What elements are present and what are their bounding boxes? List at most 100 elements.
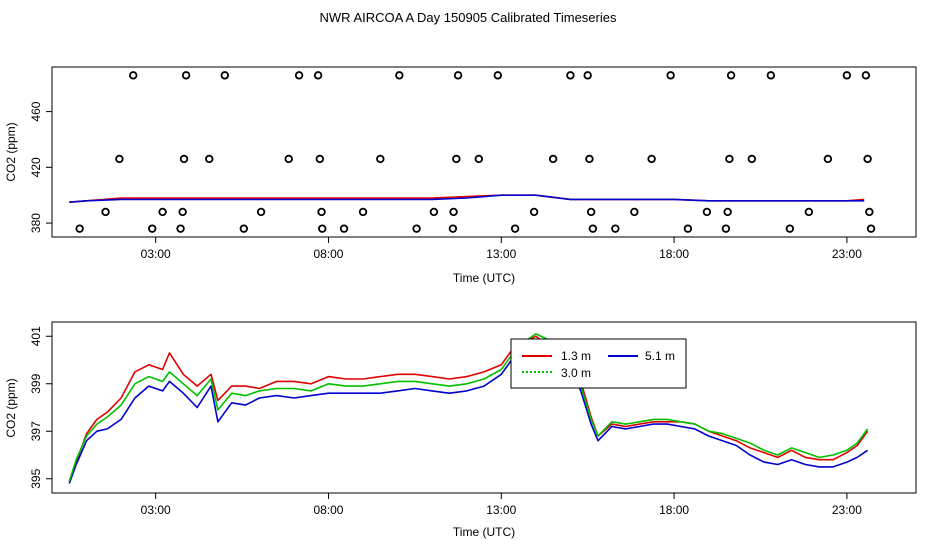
top-x-axis-label: Time (UTC) bbox=[453, 271, 515, 285]
top-y-tick-label: 460 bbox=[29, 101, 43, 121]
outlier-point bbox=[766, 71, 776, 80]
outlier-point bbox=[666, 71, 675, 80]
outlier-point bbox=[683, 224, 693, 233]
top-x-tick-label: 13:00 bbox=[486, 247, 516, 261]
top-x-axis: 03:00 08:00 13:00 18:00 23:00 bbox=[141, 237, 862, 261]
legend-label-3-0m: 3.0 m bbox=[561, 366, 591, 380]
bottom-x-axis-label: Time (UTC) bbox=[453, 525, 515, 539]
bottom-y-axis-label: CO2 (ppm) bbox=[4, 378, 18, 437]
top-y-axis: 380 420 460 bbox=[29, 101, 52, 233]
outlier-point bbox=[529, 207, 539, 217]
outlier-point bbox=[220, 71, 229, 80]
outlier-point bbox=[588, 224, 598, 233]
outlier-point bbox=[611, 224, 620, 233]
outlier-point bbox=[842, 71, 852, 80]
outlier-point bbox=[318, 224, 327, 233]
outlier-point bbox=[630, 207, 639, 217]
outlier-point bbox=[284, 154, 293, 164]
legend-box bbox=[510, 338, 687, 389]
outlier-point bbox=[583, 71, 592, 80]
outlier-point bbox=[448, 224, 458, 233]
bottom-y-tick-label: 395 bbox=[29, 468, 43, 488]
top-line-series-1 bbox=[69, 194, 865, 203]
top-x-tick-label: 03:00 bbox=[141, 247, 171, 261]
outlier-point bbox=[176, 224, 185, 233]
outlier-point bbox=[129, 71, 138, 80]
outlier-point bbox=[723, 207, 732, 217]
outlier-point bbox=[747, 154, 757, 164]
outlier-point bbox=[863, 154, 872, 164]
bottom-x-axis: 03:00 08:00 13:00 18:00 23:00 bbox=[141, 493, 862, 517]
outlier-point bbox=[313, 71, 323, 80]
outlier-point bbox=[317, 207, 326, 217]
bottom-line-1-3-m bbox=[68, 335, 869, 482]
bottom-x-tick-label: 03:00 bbox=[141, 503, 171, 517]
outlier-point bbox=[548, 154, 558, 164]
top-series bbox=[69, 194, 865, 203]
bottom-panel: 03:00 08:00 13:00 18:00 23:00 395 397 399 401 T… bbox=[4, 321, 917, 539]
outlier-point bbox=[721, 224, 731, 233]
outlier-point bbox=[205, 154, 214, 164]
bottom-x-tick-label: 13:00 bbox=[486, 503, 516, 517]
figure-title: NWR AIRCOA A Day 150905 Calibrated Times… bbox=[320, 10, 617, 25]
outlier-point bbox=[158, 207, 167, 217]
bottom-x-tick-label: 18:00 bbox=[659, 503, 689, 517]
outlier-point bbox=[181, 71, 191, 80]
outlier-point bbox=[726, 71, 736, 80]
outlier-point bbox=[315, 154, 325, 164]
outlier-point bbox=[429, 207, 439, 217]
outlier-point bbox=[115, 154, 124, 164]
outlier-point bbox=[474, 154, 484, 164]
top-x-tick-label: 23:00 bbox=[832, 247, 862, 261]
bottom-y-tick-label: 401 bbox=[29, 326, 43, 346]
outlier-point bbox=[566, 71, 575, 80]
top-x-tick-label: 18:00 bbox=[659, 247, 689, 261]
outlier-point bbox=[339, 224, 349, 233]
outlier-point bbox=[148, 224, 157, 233]
top-x-tick-label: 08:00 bbox=[313, 247, 343, 261]
outlier-point bbox=[702, 207, 712, 217]
outlier-point bbox=[294, 71, 304, 80]
bottom-line-3-0-m bbox=[68, 333, 869, 482]
outlier-point bbox=[376, 154, 385, 164]
top-plot-frame bbox=[51, 66, 917, 238]
bottom-x-tick-label: 08:00 bbox=[313, 503, 343, 517]
outlier-point bbox=[412, 224, 421, 233]
outlier-point bbox=[866, 224, 876, 233]
outlier-point bbox=[452, 154, 461, 164]
top-outliers bbox=[75, 71, 876, 233]
outlier-point bbox=[586, 207, 596, 217]
top-y-tick-label: 420 bbox=[29, 157, 43, 177]
outlier-point bbox=[493, 71, 503, 80]
outlier-point bbox=[239, 224, 249, 233]
bottom-y-axis: 395 397 399 401 bbox=[29, 326, 52, 489]
outlier-point bbox=[804, 207, 814, 217]
legend-label-5-1m: 5.1 m bbox=[645, 349, 675, 363]
outlier-point bbox=[256, 207, 266, 217]
legend-label-1-3m: 1.3 m bbox=[561, 349, 591, 363]
outlier-point bbox=[725, 154, 734, 164]
top-panel: 03:00 08:00 13:00 18:00 23:00 380 420 460 Time… bbox=[4, 66, 917, 285]
outlier-point bbox=[395, 71, 404, 80]
outlier-point bbox=[785, 224, 795, 233]
outlier-point bbox=[510, 224, 520, 233]
bottom-x-tick-label: 23:00 bbox=[832, 503, 862, 517]
bottom-y-tick-label: 397 bbox=[29, 421, 43, 441]
bottom-plot-frame bbox=[51, 321, 917, 494]
outlier-point bbox=[75, 224, 84, 233]
outlier-point bbox=[647, 154, 656, 164]
outlier-point bbox=[865, 207, 874, 217]
outlier-point bbox=[449, 207, 458, 217]
outlier-point bbox=[823, 154, 833, 164]
bottom-legend: 1.3 m 5.1 m 3.0 m bbox=[510, 338, 687, 389]
outlier-point bbox=[358, 207, 368, 217]
top-y-tick-label: 380 bbox=[29, 213, 43, 233]
outlier-point bbox=[179, 154, 189, 164]
bottom-y-tick-label: 399 bbox=[29, 373, 43, 393]
bottom-line-5-1-m bbox=[68, 340, 869, 484]
bottom-series bbox=[68, 333, 869, 484]
outlier-point bbox=[101, 207, 110, 217]
outlier-point bbox=[585, 154, 594, 164]
outlier-point bbox=[178, 207, 187, 217]
